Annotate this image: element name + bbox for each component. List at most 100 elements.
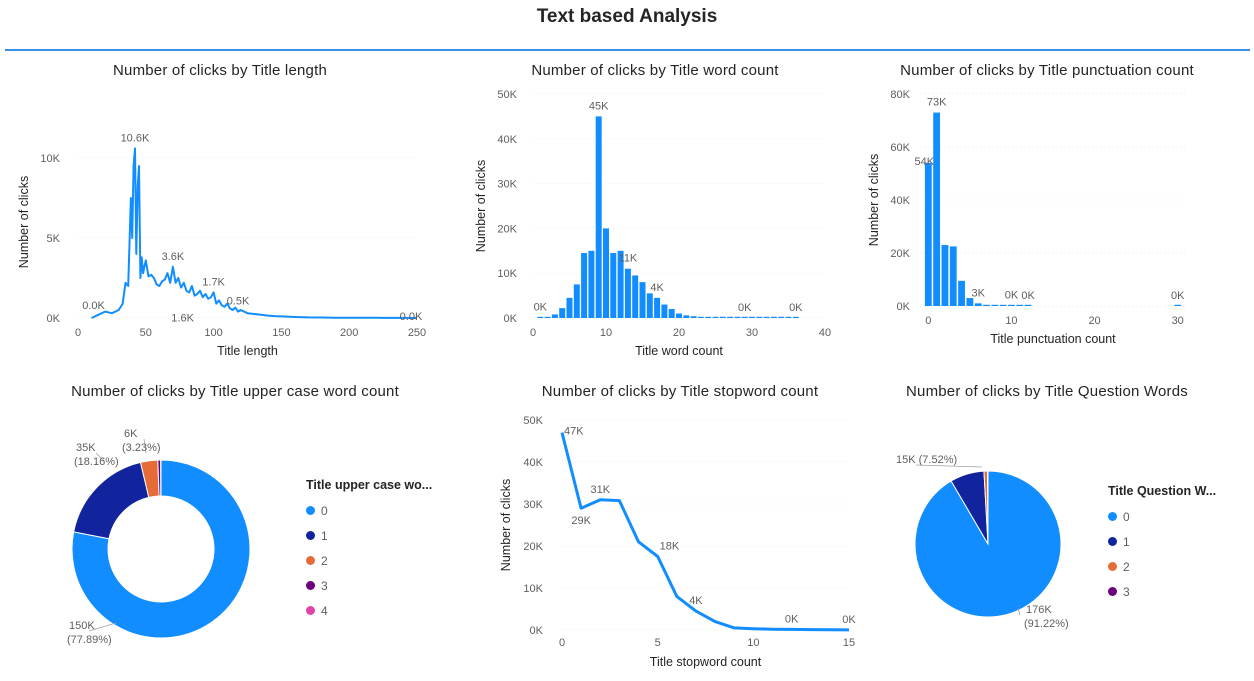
x-tick-label: 10 bbox=[747, 637, 759, 649]
bar bbox=[958, 280, 965, 306]
legend-item-2[interactable]: 2 bbox=[1108, 554, 1216, 579]
y-axis-title: Number of clicks bbox=[499, 479, 513, 571]
legend-item-0[interactable]: 0 bbox=[306, 498, 432, 523]
word-count-bar-chart[interactable]: 0K 10K 20K 30K 40K 50K 0 10 20 30 40 Title word cou… bbox=[445, 62, 865, 367]
chart-stopword-panel[interactable]: Number of clicks by Title stopword count… bbox=[470, 383, 890, 681]
chart-question-words-panel[interactable]: Number of clicks by Title Question Words… bbox=[840, 383, 1254, 681]
legend-item-2[interactable]: 2 bbox=[306, 548, 432, 573]
y-tick-label: 20K bbox=[890, 248, 910, 260]
bar bbox=[610, 253, 617, 318]
legend-label: 3 bbox=[321, 578, 328, 593]
slice-label-pct: (18.16%) bbox=[74, 456, 119, 468]
slice-label: 150K bbox=[69, 620, 95, 632]
chart-title: Number of clicks by Title stopword count bbox=[541, 383, 819, 400]
bar bbox=[712, 316, 719, 318]
bar bbox=[654, 297, 661, 318]
bar bbox=[763, 316, 770, 318]
bar bbox=[974, 303, 982, 306]
slice-label: 15K (7.52%) bbox=[896, 454, 957, 466]
legend-label: 2 bbox=[321, 553, 328, 568]
leader-line bbox=[1017, 607, 1021, 616]
legend-swatch bbox=[306, 531, 315, 540]
x-axis-title: Title stopword count bbox=[650, 655, 762, 669]
legend-swatch bbox=[306, 581, 315, 590]
bar bbox=[924, 162, 932, 306]
legend-item-1[interactable]: 1 bbox=[306, 523, 432, 548]
data-label: 0K bbox=[1005, 290, 1019, 302]
bar bbox=[785, 316, 792, 318]
bar bbox=[999, 304, 1007, 306]
y-tick-label: 40K bbox=[497, 134, 517, 146]
y-axis-title: Number of clicks bbox=[474, 160, 488, 252]
x-axis-title: Title punctuation count bbox=[990, 332, 1116, 346]
bar bbox=[683, 315, 690, 318]
chart-punctuation-count-panel[interactable]: Number of clicks by Title punctuation co… bbox=[840, 62, 1254, 367]
bar bbox=[719, 316, 726, 318]
bar bbox=[668, 309, 675, 318]
x-tick-label: 30 bbox=[746, 327, 758, 339]
y-tick-label: 0K bbox=[530, 625, 544, 637]
legend-swatch bbox=[1108, 562, 1117, 571]
y-tick-label: 5K bbox=[47, 233, 61, 245]
chart-upper-case-panel[interactable]: Number of clicks by Title upper case wor… bbox=[0, 383, 470, 681]
upper-case-donut-chart[interactable]: 150K (77.89%) 35K (18.16%) 6K (3.23%) bbox=[0, 383, 470, 681]
bar bbox=[603, 228, 609, 318]
bar bbox=[573, 284, 580, 318]
legend-label: 4 bbox=[321, 603, 328, 618]
chart-title: Number of clicks by Title upper case wor… bbox=[71, 383, 399, 400]
bar bbox=[690, 316, 697, 318]
y-tick-label: 10K bbox=[497, 268, 517, 280]
bar bbox=[1016, 304, 1024, 306]
data-label: 73K bbox=[927, 97, 947, 109]
y-tick-label: 80K bbox=[890, 89, 910, 101]
leader-line bbox=[88, 622, 117, 632]
legend-swatch bbox=[306, 606, 315, 615]
data-label: 0.0K bbox=[400, 311, 423, 323]
data-label: 0K bbox=[785, 613, 799, 625]
legend-item-3[interactable]: 3 bbox=[1108, 579, 1216, 604]
data-label: 4K bbox=[650, 282, 664, 294]
legend-label: 1 bbox=[1123, 534, 1130, 549]
x-tick-label: 0 bbox=[559, 637, 565, 649]
bar bbox=[792, 316, 799, 318]
bar bbox=[727, 316, 734, 318]
x-tick-label: 100 bbox=[204, 327, 222, 339]
data-label: 45K bbox=[589, 100, 609, 112]
stopword-line-chart[interactable]: 0K 10K 20K 30K 40K 50K 0 5 10 15 Title stopword co… bbox=[470, 383, 890, 681]
legend-item-3[interactable]: 3 bbox=[306, 573, 432, 598]
leader-line bbox=[143, 438, 147, 454]
x-tick-label: 200 bbox=[340, 327, 358, 339]
x-tick-label: 30 bbox=[1172, 315, 1184, 327]
x-tick-label: 0 bbox=[75, 327, 81, 339]
data-label: 18K bbox=[660, 541, 680, 553]
y-tick-label: 0K bbox=[897, 301, 911, 313]
legend-item-0[interactable]: 0 bbox=[1108, 504, 1216, 529]
y-tick-label: 20K bbox=[523, 541, 543, 553]
x-tick-label: 20 bbox=[1088, 315, 1100, 327]
punctuation-count-bar-chart[interactable]: 0K 20K 40K 60K 80K 0 10 20 30 Title punctuation c… bbox=[840, 62, 1254, 367]
data-label: 0.5K bbox=[227, 296, 250, 308]
x-tick-label: 5 bbox=[655, 637, 661, 649]
legend-label: 1 bbox=[321, 528, 328, 543]
chart-word-count-panel[interactable]: Number of clicks by Title word count 0K 1… bbox=[445, 62, 865, 367]
data-label: 4K bbox=[689, 595, 703, 607]
chart-title-length-panel[interactable]: Number of clicks by Title length 0K 5K 10K… bbox=[0, 62, 440, 367]
y-axis-title: Number of clicks bbox=[867, 154, 881, 246]
bar bbox=[588, 250, 595, 318]
data-label: 1.6K bbox=[171, 313, 194, 325]
question-words-pie-chart[interactable]: 176K (91.22%) 15K (7.52%) bbox=[840, 383, 1254, 681]
data-label: 3.6K bbox=[162, 251, 185, 263]
bar bbox=[941, 245, 949, 306]
bar bbox=[595, 116, 602, 319]
bar bbox=[778, 316, 785, 318]
legend-item-4[interactable]: 4 bbox=[306, 598, 432, 623]
x-tick-label: 0 bbox=[530, 327, 536, 339]
legend-upper-case: Title upper case wo... 0 1 2 3 4 bbox=[306, 478, 432, 623]
bar bbox=[646, 293, 653, 318]
y-tick-label: 40K bbox=[523, 457, 543, 469]
legend-item-1[interactable]: 1 bbox=[1108, 529, 1216, 554]
bar bbox=[949, 246, 957, 306]
series-line bbox=[560, 432, 850, 632]
y-tick-label: 40K bbox=[890, 195, 910, 207]
